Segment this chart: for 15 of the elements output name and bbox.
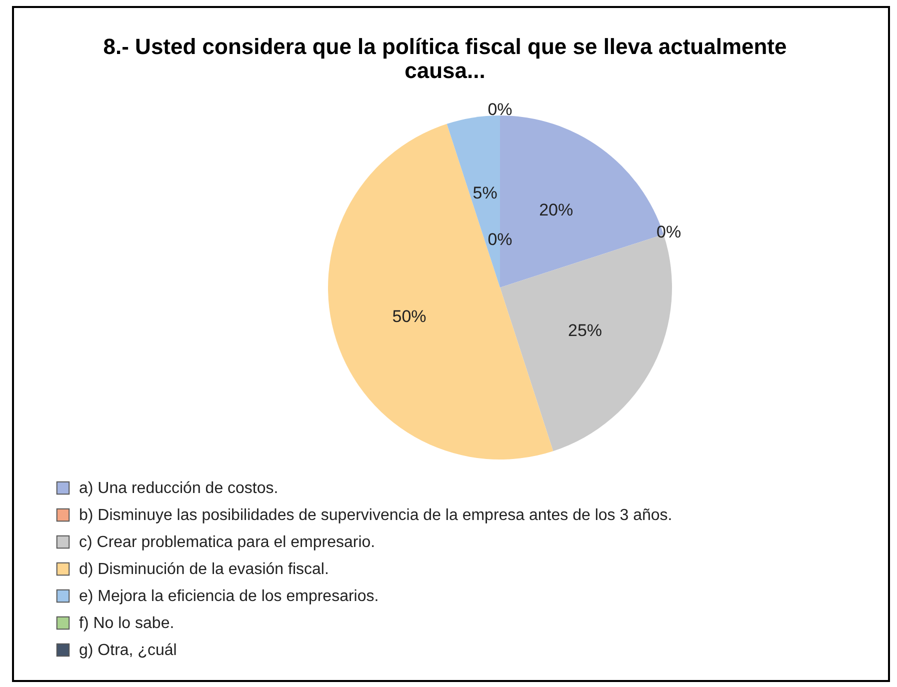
legend-label: a) Una reducción de costos.: [79, 480, 278, 497]
legend-label: c) Crear problematica para el empresario.: [79, 534, 376, 551]
data-label: 25%: [568, 320, 602, 340]
legend-label: b) Disminuye las posibilidades de supervivencia de la empresa antes de los 3 años.: [79, 507, 672, 524]
text: 0%: [488, 100, 512, 119]
legend-label: e) Mejora la eficiencia de los empresarios.: [79, 588, 379, 605]
text: 0%: [656, 222, 682, 242]
legend-label: f) No lo sabe.: [79, 615, 174, 632]
text: 0%: [488, 230, 512, 249]
data-label: 20%: [539, 200, 574, 220]
chart-title: 8.- Usted considera que la política fiscal que se lleva actualmente causa...: [103, 34, 787, 83]
legend-label: g) Otra, ¿cuál: [79, 642, 177, 659]
legend-label: d) Disminución de la evasión fiscal.: [79, 561, 329, 578]
data-label: 50%: [392, 306, 426, 326]
data-label: 5%: [472, 183, 498, 202]
